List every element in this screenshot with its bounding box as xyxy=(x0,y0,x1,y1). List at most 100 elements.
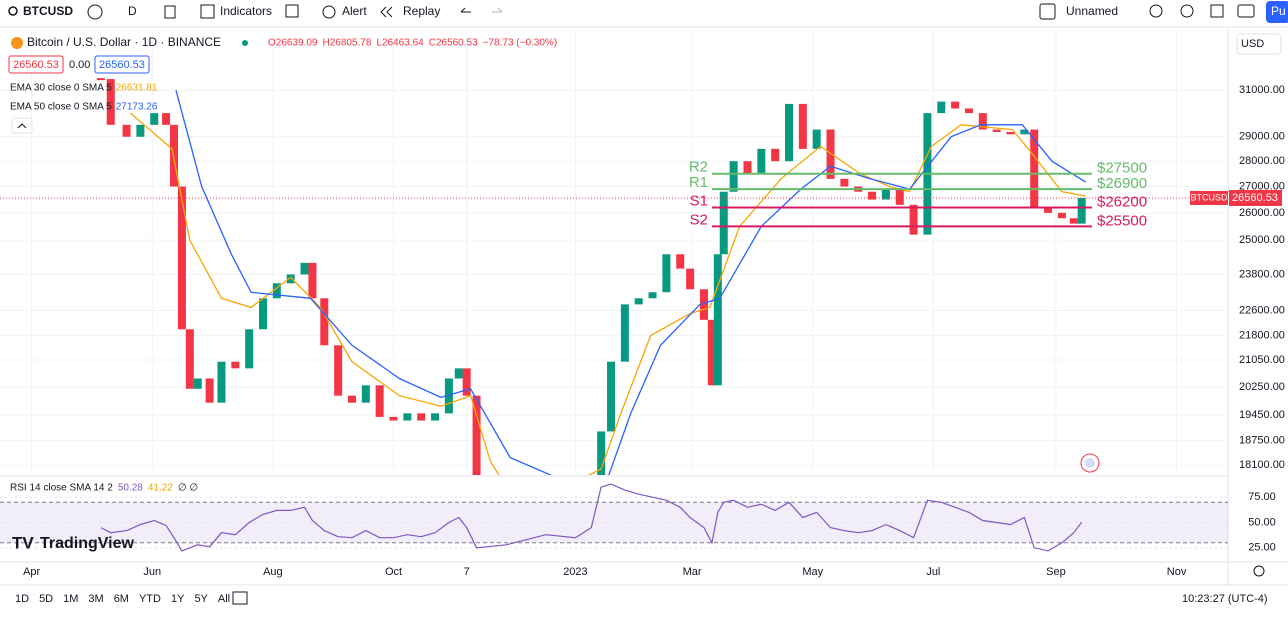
ohlc-value: H26805.78 xyxy=(323,38,372,49)
candle-body xyxy=(937,101,946,114)
candle-body xyxy=(607,361,616,432)
range-button[interactable]: 1M xyxy=(63,593,78,605)
candle xyxy=(96,78,105,81)
level-name: R2 xyxy=(689,159,708,176)
layout-check[interactable] xyxy=(1039,3,1056,20)
collapse-legend[interactable] xyxy=(11,117,33,134)
spread: 0.00 xyxy=(69,59,90,71)
range-button[interactable]: YTD xyxy=(139,593,161,605)
alert-icon[interactable] xyxy=(322,5,336,19)
snapshot[interactable] xyxy=(1237,4,1255,18)
chart-type[interactable] xyxy=(164,5,176,19)
price-tag xyxy=(1229,189,1282,206)
undo[interactable] xyxy=(460,7,471,13)
ema-line xyxy=(130,112,1086,475)
candle-body xyxy=(300,262,309,275)
ohlc-value: O26639.09 xyxy=(268,38,318,49)
replay[interactable]: Replay xyxy=(403,4,440,18)
range-button[interactable]: 5Y xyxy=(194,593,208,605)
market-status xyxy=(242,40,248,46)
rsi-pane xyxy=(0,483,1228,552)
indicator-name: EMA 50 close 0 SMA 5 xyxy=(10,102,112,113)
alert[interactable]: Alert xyxy=(342,4,367,18)
collapse-icon xyxy=(17,123,27,129)
candle-body xyxy=(245,329,254,369)
candle-body xyxy=(462,368,471,396)
currency[interactable]: USD xyxy=(1241,38,1264,50)
range-button[interactable]: 1D xyxy=(15,593,29,605)
bid-box[interactable] xyxy=(8,55,64,74)
candle-body xyxy=(686,268,695,290)
currency-box[interactable] xyxy=(1236,33,1282,55)
y-tick-label: 18100.00 xyxy=(1239,459,1285,471)
fullscreen[interactable] xyxy=(1210,4,1224,18)
level-value: $26900 xyxy=(1097,175,1147,192)
candle-body xyxy=(193,378,202,389)
candle-body xyxy=(454,368,463,379)
ask[interactable]: 26560.53 xyxy=(99,59,145,71)
ask-box[interactable] xyxy=(94,55,150,74)
interval[interactable]: D xyxy=(128,4,137,18)
candle-body xyxy=(1006,131,1015,135)
coin-icon xyxy=(11,37,23,49)
event-flag-inner xyxy=(1085,458,1095,468)
publish-button[interactable] xyxy=(1266,1,1288,23)
publish[interactable]: Pu xyxy=(1271,4,1286,18)
x-tick-label: Apr xyxy=(23,566,40,578)
range-button[interactable]: 6M xyxy=(114,593,129,605)
x-tick-label: 7 xyxy=(464,566,470,578)
layout-name[interactable]: Unnamed xyxy=(1066,4,1118,18)
range-button[interactable]: 1Y xyxy=(171,593,185,605)
y-tick-label: 28000.00 xyxy=(1239,155,1285,167)
x-tick-label: Jun xyxy=(143,566,161,578)
candle-body xyxy=(620,304,629,362)
candle-body xyxy=(286,274,295,284)
candle-body xyxy=(719,191,728,255)
candle-body xyxy=(964,108,973,114)
candle-body xyxy=(259,298,268,330)
candle-body xyxy=(978,113,987,130)
candle-body xyxy=(403,413,412,421)
settings[interactable] xyxy=(1180,4,1194,18)
indicators[interactable]: Indicators xyxy=(220,4,272,18)
candle-body xyxy=(185,329,194,389)
candle-body xyxy=(217,361,226,403)
indicator-value: 26631.81 xyxy=(116,83,158,94)
candle-body xyxy=(729,161,738,192)
candle-body xyxy=(951,101,960,109)
range-button[interactable]: 3M xyxy=(88,593,103,605)
logo[interactable]: TradingView xyxy=(40,535,135,552)
candle-body xyxy=(707,319,716,386)
search-icon[interactable] xyxy=(8,6,18,16)
toolbar xyxy=(0,0,1288,26)
rsi-tick-label: 50.00 xyxy=(1248,516,1276,528)
redo[interactable] xyxy=(492,7,503,13)
axis-settings[interactable] xyxy=(1253,565,1265,577)
candle-body xyxy=(798,103,807,149)
replay-icon[interactable] xyxy=(380,6,393,18)
legend-title: Bitcoin / U.S. Dollar · 1D · BINANCE xyxy=(27,35,221,49)
ohlc-value: C26560.53 xyxy=(429,38,478,49)
x-tick-label: Mar xyxy=(683,566,702,578)
price-pane xyxy=(0,30,1228,475)
candle-body xyxy=(320,298,329,346)
symbol[interactable]: BTCUSD xyxy=(23,4,73,18)
indicators-icon[interactable] xyxy=(200,4,215,19)
clock[interactable]: 10:23:27 (UTC-4) xyxy=(1182,593,1268,605)
y-tick-label: 25000.00 xyxy=(1239,234,1285,246)
y-tick-label: 23800.00 xyxy=(1239,268,1285,280)
candle-body xyxy=(122,124,131,137)
range-button[interactable]: 5D xyxy=(39,593,53,605)
add-symbol[interactable] xyxy=(87,4,103,20)
y-tick-label: 31000.00 xyxy=(1239,84,1285,96)
range-button[interactable]: All xyxy=(218,593,230,605)
bid[interactable]: 26560.53 xyxy=(13,59,59,71)
candle-body xyxy=(1069,218,1078,224)
candle-body xyxy=(205,378,214,403)
date-range-icon[interactable] xyxy=(232,591,248,605)
logo-mark: TV xyxy=(12,533,34,552)
candle-body xyxy=(713,254,722,386)
quick-search[interactable] xyxy=(1149,4,1163,18)
templates[interactable] xyxy=(285,4,299,18)
